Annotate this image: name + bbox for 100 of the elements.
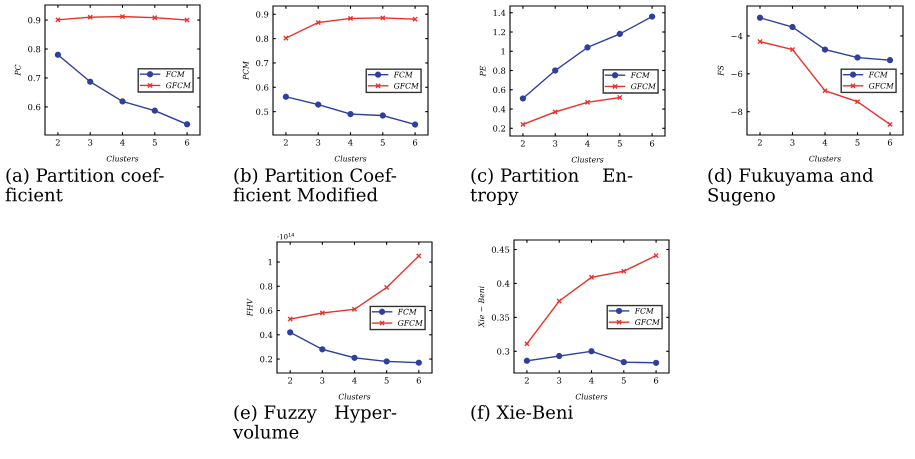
point xyxy=(524,358,530,364)
y-tick-label: 0.8 xyxy=(28,46,40,52)
point xyxy=(352,306,358,312)
y-tick-label: 0.8 xyxy=(256,36,268,42)
point xyxy=(152,14,158,21)
point xyxy=(348,16,354,22)
point xyxy=(790,46,796,52)
point xyxy=(616,30,623,38)
point xyxy=(384,284,390,290)
x-tick-label: 2 xyxy=(758,139,762,146)
point xyxy=(620,359,627,366)
point xyxy=(556,298,562,304)
point xyxy=(351,354,358,361)
y-tick-label: 0.4 xyxy=(497,280,510,287)
point xyxy=(320,310,326,316)
point xyxy=(652,360,660,366)
x-tick-label: 6 xyxy=(888,139,892,146)
text: (c) Partition En- tropy xyxy=(470,168,632,206)
x-tick-label: 4 xyxy=(348,139,353,146)
x-tick-label: 4 xyxy=(822,139,828,146)
x-tick-label: 6 xyxy=(412,139,418,146)
x-tick-label: 5 xyxy=(856,139,860,146)
point xyxy=(282,94,290,100)
point xyxy=(789,24,796,30)
point xyxy=(552,109,558,115)
point xyxy=(588,274,594,280)
x-tick-label: 5 xyxy=(384,377,389,384)
x-tick-label: 6 xyxy=(654,377,658,384)
y-tick-label: 0.6 xyxy=(256,84,268,91)
y-tick-label: 1 xyxy=(268,258,272,266)
y-tick-label: −6 xyxy=(731,70,742,78)
y-tick-label: 0.4 xyxy=(260,332,272,338)
point xyxy=(87,78,94,85)
x-tick-label: 3 xyxy=(557,377,562,384)
point xyxy=(315,101,322,108)
point xyxy=(184,121,190,128)
y-tick-label: 0.9 xyxy=(256,11,268,18)
text: (b) Partition Coef- ficient Modified xyxy=(234,168,396,202)
point xyxy=(87,14,93,20)
text: (a) Partition coef- ficient xyxy=(6,168,164,202)
x-tick-label: 5 xyxy=(618,140,622,147)
point xyxy=(152,108,158,114)
x-tick-label: 2 xyxy=(288,377,292,384)
x-tick-label: 4 xyxy=(585,140,590,146)
x-tick-label: 3 xyxy=(320,377,324,384)
y-tick-label: −4 xyxy=(731,32,742,40)
text: (f) Xie-Beni xyxy=(471,405,573,422)
point xyxy=(119,98,126,105)
point xyxy=(648,13,656,20)
x-tick-label: 3 xyxy=(316,139,320,146)
point xyxy=(584,100,590,106)
point xyxy=(854,98,860,104)
text: (e) Fuzzy Hyper- volume xyxy=(232,405,396,439)
x-tick-label: 6 xyxy=(416,377,421,384)
x-tick-label: 3 xyxy=(88,139,92,146)
point xyxy=(54,52,62,58)
y-tick-label: 0.2 xyxy=(493,125,506,132)
x-tick-label: 4 xyxy=(589,377,594,384)
y-tick-label: 1.2 xyxy=(494,28,506,36)
point xyxy=(384,358,390,365)
y-tick-label: 0.5 xyxy=(256,108,268,115)
y-tick-label: −8 xyxy=(731,108,742,115)
x-tick-label: 2 xyxy=(284,139,288,146)
y-tick-label: 0.8 xyxy=(260,283,272,290)
point xyxy=(584,44,591,51)
point xyxy=(886,57,894,64)
y-tick-label: 0.9 xyxy=(28,17,40,24)
x-tick-label: 5 xyxy=(380,139,385,146)
x-tick-label: 2 xyxy=(56,139,60,146)
point xyxy=(552,67,558,74)
point xyxy=(380,15,386,21)
y-tick-label: 0.8 xyxy=(493,68,506,74)
y-tick-label: 0.6 xyxy=(28,104,40,110)
point xyxy=(556,352,562,360)
point xyxy=(756,14,764,21)
point xyxy=(416,360,422,366)
point xyxy=(315,20,321,26)
x-tick-label: 4 xyxy=(120,139,125,146)
y-tick-label: 0.2 xyxy=(260,356,272,362)
point xyxy=(287,329,294,336)
point xyxy=(380,112,386,119)
point xyxy=(412,121,418,128)
point xyxy=(520,95,526,102)
x-tick-label: 2 xyxy=(520,140,525,146)
point xyxy=(588,348,595,354)
x-tick-label: 2 xyxy=(524,377,529,384)
point xyxy=(822,46,828,53)
y-tick-label: 1 xyxy=(502,48,505,54)
point xyxy=(347,110,354,118)
text: (d) Fukuyama and Sugeno xyxy=(708,168,874,206)
x-tick-label: 3 xyxy=(553,140,558,147)
y-tick-label: 0.6 xyxy=(493,86,506,94)
point xyxy=(822,88,828,94)
y-tick-label: 1.4 xyxy=(494,10,506,16)
y-tick-label: 0.35 xyxy=(492,314,510,321)
point xyxy=(319,346,326,352)
x-tick-label: 6 xyxy=(184,139,190,146)
x-tick-label: 4 xyxy=(352,377,357,384)
y-tick-label: 0.6 xyxy=(260,308,272,314)
y-tick-label: 0.3 xyxy=(497,348,510,355)
